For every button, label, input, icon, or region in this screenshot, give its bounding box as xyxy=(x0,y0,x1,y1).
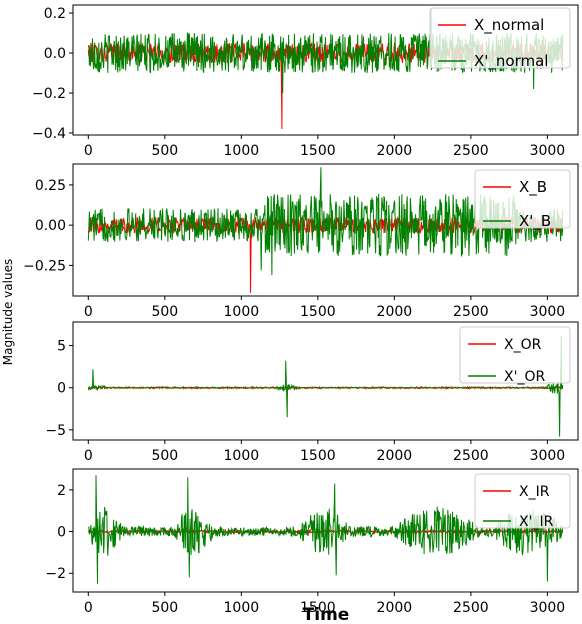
legend-box xyxy=(429,7,571,69)
x-tick-label: 2000 xyxy=(377,143,413,159)
x-tick-label: 1500 xyxy=(300,600,336,616)
x-tick-label: 2500 xyxy=(453,600,489,616)
y-tick-label: 5 xyxy=(57,339,66,355)
y-axis-label: Magnitude values xyxy=(1,259,15,365)
legend: X_B X'_B xyxy=(474,169,571,231)
y-tick-label: 2 xyxy=(57,483,66,499)
legend-box xyxy=(474,169,571,229)
x-tick-label: 1000 xyxy=(224,448,260,464)
y-tick-label: −0.25 xyxy=(23,258,66,274)
legend-entry: X_normal xyxy=(474,16,544,35)
x-tick-label: 2000 xyxy=(377,304,413,320)
series-line-x-or xyxy=(87,335,564,437)
x-tick-label: 500 xyxy=(151,600,178,616)
x-tick-label: 1500 xyxy=(300,304,336,320)
y-tick-label: −2 xyxy=(45,566,66,582)
y-tick-label: −5 xyxy=(45,423,66,439)
y-tick-label: 0.25 xyxy=(35,178,66,194)
x-axis-label: Time xyxy=(303,605,350,624)
x-tick-label: 2000 xyxy=(377,600,413,616)
x-tick-label: 1000 xyxy=(224,143,260,159)
axes-frame xyxy=(72,321,579,441)
legend-box xyxy=(474,473,571,529)
x-tick-label: 3000 xyxy=(530,448,566,464)
x-tick-label: 3000 xyxy=(530,600,566,616)
x-tick-label: 2500 xyxy=(453,448,489,464)
x-tick-label: 3000 xyxy=(530,304,566,320)
x-tick-label: 3000 xyxy=(530,143,566,159)
y-tick-label: −0.4 xyxy=(32,126,66,142)
y-tick-label: −0.2 xyxy=(32,86,66,102)
x-tick-label: 500 xyxy=(151,448,178,464)
y-tick-label: 0.2 xyxy=(44,6,66,22)
legend-entry: X_IR xyxy=(519,484,550,500)
x-tick-label: 2500 xyxy=(453,304,489,320)
x-tick-label: 1000 xyxy=(224,304,260,320)
panel-3: 0 500 1000 1500 2000 2500 3000 5 0 −5 X_OR X'_OR xyxy=(45,321,579,464)
legend-entry: X'_B xyxy=(519,212,551,231)
y-tick-label: 0.0 xyxy=(44,46,66,62)
legend-entry: X'_normal xyxy=(474,52,548,71)
x-tick-label: 2500 xyxy=(453,143,489,159)
legend: X_OR X'_OR xyxy=(459,326,571,385)
x-tick-label: 1500 xyxy=(300,448,336,464)
axes-frame xyxy=(72,468,579,593)
x-tick-label: 0 xyxy=(84,304,93,320)
x-tick-label: 0 xyxy=(84,143,93,159)
y-tick-label: 0 xyxy=(57,381,66,397)
legend-entry: X'_OR xyxy=(504,369,545,385)
panel-1: 0 500 1000 1500 2000 2500 3000 0.2 0.0 −0.2 −0.4 X_… xyxy=(32,4,579,159)
x-tick-label: 0 xyxy=(84,600,93,616)
legend-entry: X_OR xyxy=(504,337,542,353)
x-tick-label: 1000 xyxy=(224,600,260,616)
legend-entry: X'_IR xyxy=(519,514,554,530)
x-tick-label: 0 xyxy=(84,448,93,464)
panel-4: 0 500 1000 1500 2000 2500 3000 2 0 −2 X_IR X'_IR xyxy=(45,468,579,616)
y-tick-label: 0.00 xyxy=(35,218,66,234)
x-tick-label: 1500 xyxy=(300,143,336,159)
panel-2: 0 500 1000 1500 2000 2500 3000 0.25 0.00 −0.25 X_B… xyxy=(23,163,579,320)
legend: X_IR X'_IR xyxy=(474,473,571,530)
legend: X_normal X'_normal xyxy=(429,7,571,71)
panels: 0 500 1000 1500 2000 2500 30000.20.0−0.2−0.4X_… xyxy=(23,4,579,616)
series-line-x-ir xyxy=(87,475,564,584)
legend-entry: X_B xyxy=(519,178,547,197)
y-tick-label: 0 xyxy=(57,525,66,541)
axes-frame xyxy=(72,163,579,297)
legend-box xyxy=(459,326,571,384)
x-tick-label: 500 xyxy=(151,304,178,320)
x-tick-label: 2000 xyxy=(377,448,413,464)
axes-frame xyxy=(72,4,579,136)
x-tick-label: 500 xyxy=(151,143,178,159)
